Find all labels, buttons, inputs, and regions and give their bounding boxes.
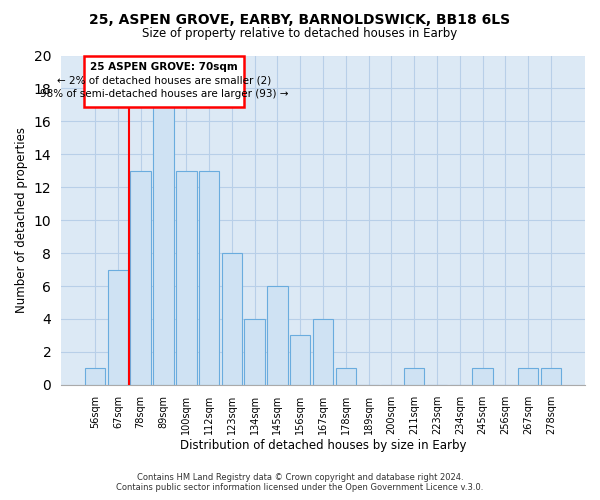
Bar <box>335 368 356 385</box>
Bar <box>313 319 333 385</box>
Bar <box>267 286 287 385</box>
Text: ← 2% of detached houses are smaller (2): ← 2% of detached houses are smaller (2) <box>57 76 271 86</box>
Bar <box>85 368 106 385</box>
Bar <box>541 368 561 385</box>
Bar <box>518 368 538 385</box>
Text: 98% of semi-detached houses are larger (93) →: 98% of semi-detached houses are larger (… <box>40 89 289 99</box>
Text: Contains HM Land Registry data © Crown copyright and database right 2024.
Contai: Contains HM Land Registry data © Crown c… <box>116 473 484 492</box>
Bar <box>130 171 151 385</box>
Y-axis label: Number of detached properties: Number of detached properties <box>15 127 28 313</box>
Text: 25 ASPEN GROVE: 70sqm: 25 ASPEN GROVE: 70sqm <box>91 62 238 72</box>
Bar <box>176 171 197 385</box>
Text: Size of property relative to detached houses in Earby: Size of property relative to detached ho… <box>142 28 458 40</box>
Bar <box>84 56 244 108</box>
Bar <box>472 368 493 385</box>
Bar <box>404 368 424 385</box>
Bar <box>199 171 220 385</box>
Text: 25, ASPEN GROVE, EARBY, BARNOLDSWICK, BB18 6LS: 25, ASPEN GROVE, EARBY, BARNOLDSWICK, BB… <box>89 12 511 26</box>
Bar <box>107 270 128 385</box>
Bar <box>221 253 242 385</box>
Bar <box>244 319 265 385</box>
Bar <box>290 336 310 385</box>
Bar <box>153 105 174 385</box>
X-axis label: Distribution of detached houses by size in Earby: Distribution of detached houses by size … <box>180 440 466 452</box>
